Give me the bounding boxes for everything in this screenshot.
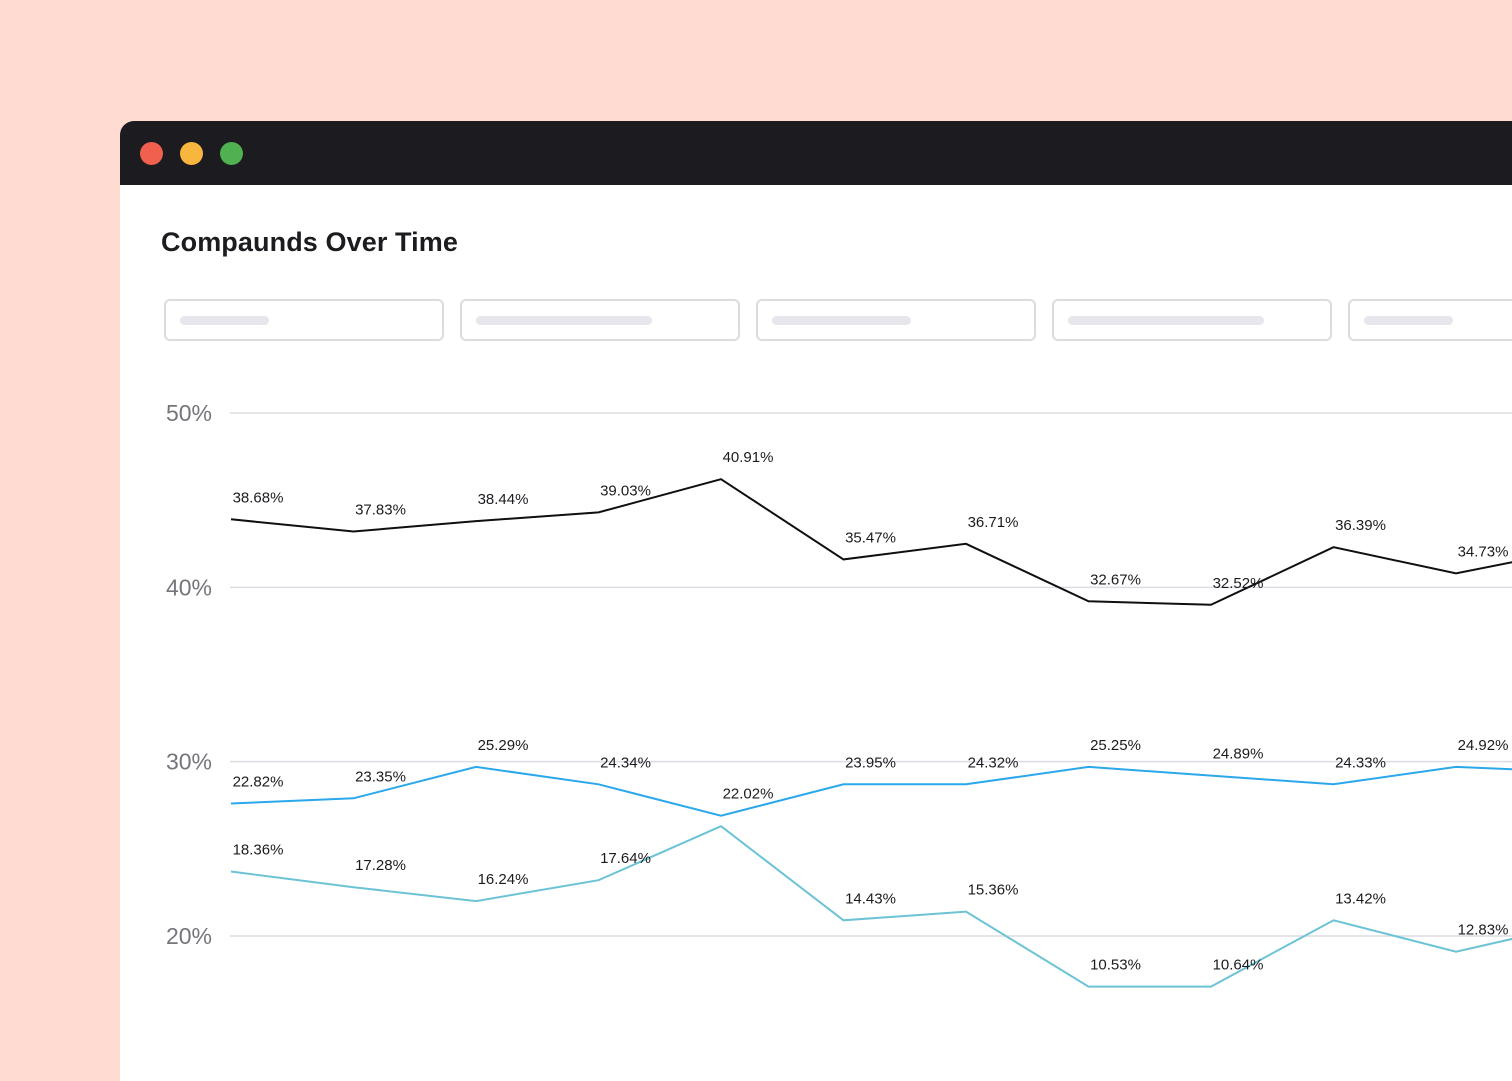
close-window-button[interactable]: [140, 142, 163, 165]
data-label: 13.42%: [1335, 890, 1386, 907]
data-label: 23.95%: [845, 754, 896, 771]
data-label: 24.33%: [1335, 754, 1386, 771]
data-label: 24.89%: [1213, 746, 1264, 763]
series-lines: [230, 478, 1512, 988]
data-label: 25.25%: [1090, 737, 1141, 754]
filter-dropdown-3[interactable]: [756, 299, 1036, 341]
y-axis-tick-labels: 50% 40% 30% 20%: [166, 400, 212, 949]
data-label: 32.52%: [1213, 575, 1264, 592]
window-titlebar: [120, 121, 1512, 185]
data-label: 24.92%: [1458, 737, 1509, 754]
data-label: 17.64%: [600, 850, 651, 867]
data-label: 25.29%: [478, 737, 529, 754]
app-window: Compaunds Over Time: [120, 121, 1512, 1081]
page-title: Compaunds Over Time: [161, 227, 458, 257]
filter-dropdown-2[interactable]: [460, 299, 740, 341]
data-label: 35.47%: [845, 529, 896, 546]
data-label: 36.71%: [968, 514, 1019, 531]
y-tick-label: 30%: [166, 749, 212, 775]
series-line-1: [230, 478, 1512, 606]
filter-placeholder-bar: [1364, 316, 1453, 325]
data-label: 23.35%: [355, 768, 406, 785]
data-label: 14.43%: [845, 890, 896, 907]
filter-placeholder-bar: [1068, 316, 1264, 325]
filter-dropdown-5[interactable]: [1348, 299, 1512, 341]
filter-placeholder-bar: [180, 316, 269, 325]
data-label: 18.36%: [233, 841, 284, 858]
data-label: 38.44%: [478, 491, 529, 508]
data-label: 15.36%: [968, 882, 1019, 899]
data-label: 10.64%: [1213, 957, 1264, 974]
filter-dropdown-1[interactable]: [164, 299, 444, 341]
data-label: 10.53%: [1090, 957, 1141, 974]
data-label: 39.03%: [600, 482, 651, 499]
data-label: 22.02%: [723, 786, 774, 803]
data-label: 36.39%: [1335, 517, 1386, 534]
data-label: 32.67%: [1090, 571, 1141, 588]
series-line-3: [230, 825, 1512, 988]
y-tick-label: 50%: [166, 400, 212, 426]
y-tick-label: 40%: [166, 574, 212, 600]
data-label: 22.82%: [233, 774, 284, 791]
data-label: 12.83%: [1458, 922, 1509, 939]
filter-placeholder-bar: [476, 316, 652, 325]
series-line-2: [230, 765, 1512, 817]
filter-placeholder-bar: [772, 316, 911, 325]
data-label: 16.24%: [478, 871, 529, 888]
y-tick-label: 20%: [166, 923, 212, 949]
line-chart: 50% 40% 30% 20% 38.68% 37.83% 38.44% 39.03% 40.…: [166, 400, 1512, 988]
data-label: 37.83%: [355, 502, 406, 519]
filter-dropdown-4[interactable]: [1052, 299, 1332, 341]
data-label: 34.73%: [1458, 543, 1509, 560]
data-label: 24.34%: [600, 754, 651, 771]
data-label: 38.68%: [233, 489, 284, 506]
data-label: 17.28%: [355, 857, 406, 874]
grid-lines: [230, 412, 1512, 937]
maximize-window-button[interactable]: [220, 142, 243, 165]
data-label: 40.91%: [723, 449, 774, 466]
minimize-window-button[interactable]: [180, 142, 203, 165]
data-labels: 38.68% 37.83% 38.44% 39.03% 40.91% 35.47% 36.7…: [233, 449, 1509, 974]
data-label: 24.32%: [968, 754, 1019, 771]
